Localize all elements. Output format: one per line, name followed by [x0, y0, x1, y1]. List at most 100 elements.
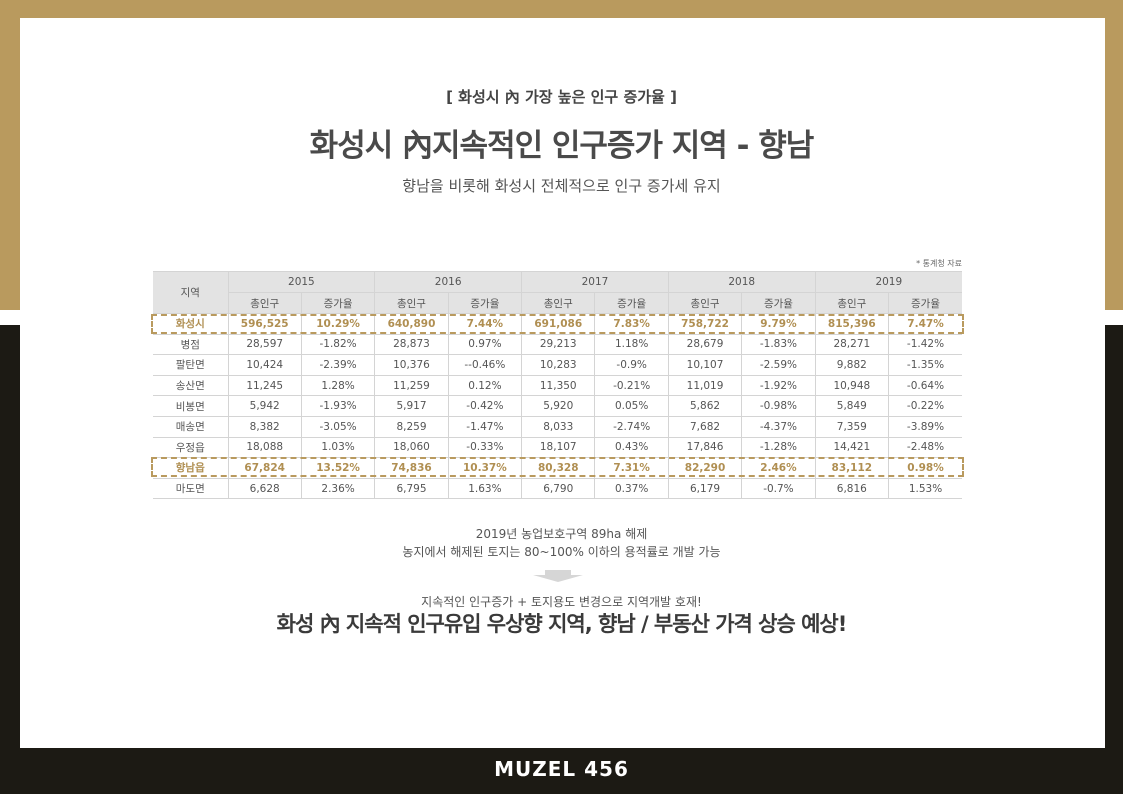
population-cell: 6,790 [521, 477, 596, 500]
sub-header: 증가율 [448, 292, 523, 314]
population-cell: 758,722 [668, 313, 743, 335]
kicker-heading: [ 화성시 內 가장 높은 인구 증가율 ] [446, 88, 677, 106]
growth-rate-cell: -1.93% [301, 395, 376, 417]
population-cell: 596,525 [228, 313, 302, 335]
growth-rate-cell: -2.59% [741, 354, 816, 376]
growth-rate-cell: -3.05% [301, 415, 376, 438]
population-table: 지역 2015 2016 2017 2018 2019 총인구 증가율 총인구 증가율 총인구 증… [153, 271, 962, 500]
growth-rate-cell: 2.36% [301, 477, 376, 500]
growth-rate-cell: 0.43% [594, 436, 669, 459]
sub-header: 증가율 [301, 292, 376, 314]
region-cell: 우정읍 [153, 436, 229, 459]
table-row: 송산면 11,245 1.28% 11,259 0.12% 11,350 -0.21% 11,… [153, 374, 962, 397]
growth-rate-cell: 0.12% [448, 374, 523, 397]
population-cell: 28,679 [668, 333, 743, 356]
growth-rate-cell: -1.47% [448, 415, 523, 438]
growth-rate-cell: 1.18% [594, 333, 669, 356]
note-line-2: 농지에서 해제된 토지는 80~100% 이하의 용적률로 개발 가능 [402, 545, 721, 559]
growth-rate-cell: -0.33% [448, 436, 523, 459]
population-cell: 11,019 [668, 374, 743, 397]
table-row: 향남읍 67,824 13.52% 74,836 10.37% 80,328 7.31% 82… [153, 457, 962, 479]
population-cell: 8,033 [521, 415, 596, 438]
population-cell: 80,328 [521, 457, 596, 479]
population-cell: 18,060 [374, 436, 449, 459]
population-cell: 28,271 [815, 333, 890, 356]
table-row: 팔탄면 10,424 -2.39% 10,376 --0.46% 10,283 -0.9% 1… [153, 354, 962, 376]
population-cell: 8,259 [374, 415, 449, 438]
growth-rate-cell: -0.42% [448, 395, 523, 417]
conclusion-heading: 화성 內 지속적 인구유입 우상향 지역, 향남 / 부동산 가격 상승 예상! [276, 612, 848, 636]
population-cell: 67,824 [228, 457, 302, 479]
region-cell: 송산면 [153, 374, 229, 397]
sub-header: 총인구 [228, 292, 302, 314]
growth-rate-cell: -0.21% [594, 374, 669, 397]
down-arrow-icon [533, 570, 583, 582]
population-cell: 11,350 [521, 374, 596, 397]
region-cell: 화성시 [153, 313, 229, 335]
growth-rate-cell: 1.63% [448, 477, 523, 500]
population-cell: 5,917 [374, 395, 449, 417]
population-cell: 10,107 [668, 354, 743, 376]
population-cell: 18,088 [228, 436, 302, 459]
growth-rate-cell: -4.37% [741, 415, 816, 438]
population-cell: 6,179 [668, 477, 743, 500]
table-row: 매송면 8,382 -3.05% 8,259 -1.47% 8,033 -2.74% 7,68… [153, 415, 962, 438]
table-row: 마도면 6,628 2.36% 6,795 1.63% 6,790 0.37% 6,179 -0… [153, 477, 962, 500]
growth-rate-cell: 0.37% [594, 477, 669, 500]
sub-header: 총인구 [374, 292, 449, 314]
growth-rate-cell: 0.97% [448, 333, 523, 356]
year-header: 2017 [521, 271, 669, 293]
population-cell: 14,421 [815, 436, 890, 459]
population-cell: 5,862 [668, 395, 743, 417]
region-cell: 마도면 [153, 477, 229, 500]
population-cell: 10,424 [228, 354, 302, 376]
sub-header: 총인구 [668, 292, 743, 314]
growth-rate-cell: -2.48% [888, 436, 962, 459]
table-row: 병점 28,597 -1.82% 28,873 0.97% 29,213 1.18% 28,6… [153, 333, 962, 356]
growth-rate-cell: -3.89% [888, 415, 962, 438]
growth-rate-cell: -1.28% [741, 436, 816, 459]
growth-rate-cell: -1.82% [301, 333, 376, 356]
sub-header: 증가율 [888, 292, 962, 314]
population-cell: 74,836 [374, 457, 449, 479]
sub-header: 총인구 [815, 292, 890, 314]
region-cell: 팔탄면 [153, 354, 229, 376]
population-cell: 5,849 [815, 395, 890, 417]
growth-rate-cell: --0.46% [448, 354, 523, 376]
population-cell: 11,259 [374, 374, 449, 397]
growth-rate-cell: -1.35% [888, 354, 962, 376]
year-header: 2018 [668, 271, 816, 293]
brand-logo: MUZEL 456 [494, 757, 629, 781]
growth-rate-cell: 0.98% [888, 457, 962, 479]
growth-rate-cell: -0.98% [741, 395, 816, 417]
region-cell: 병점 [153, 333, 229, 356]
table-row: 화성시 596,525 10.29% 640,890 7.44% 691,086 7.83%… [153, 313, 962, 335]
population-cell: 7,359 [815, 415, 890, 438]
sub-header: 총인구 [521, 292, 596, 314]
region-cell: 비봉면 [153, 395, 229, 417]
growth-rate-cell: 9.79% [741, 313, 816, 335]
population-cell: 5,920 [521, 395, 596, 417]
population-cell: 28,873 [374, 333, 449, 356]
growth-rate-cell: 7.44% [448, 313, 523, 335]
growth-rate-cell: 1.03% [301, 436, 376, 459]
growth-rate-cell: 10.37% [448, 457, 523, 479]
growth-rate-cell: -1.92% [741, 374, 816, 397]
population-cell: 815,396 [815, 313, 890, 335]
population-cell: 29,213 [521, 333, 596, 356]
population-cell: 11,245 [228, 374, 302, 397]
population-cell: 83,112 [815, 457, 890, 479]
population-cell: 5,942 [228, 395, 302, 417]
growth-rate-cell: -0.9% [594, 354, 669, 376]
region-cell: 매송면 [153, 415, 229, 438]
page-title: 화성시 內지속적인 인구증가 지역 - 향남 [309, 128, 815, 164]
growth-rate-cell: -0.64% [888, 374, 962, 397]
growth-rate-cell: 7.47% [888, 313, 962, 335]
year-header: 2016 [374, 271, 523, 293]
growth-rate-cell: 1.28% [301, 374, 376, 397]
growth-rate-cell: -2.74% [594, 415, 669, 438]
population-cell: 8,382 [228, 415, 302, 438]
sub-header: 증가율 [741, 292, 816, 314]
growth-rate-cell: -0.22% [888, 395, 962, 417]
growth-rate-cell: -1.42% [888, 333, 962, 356]
